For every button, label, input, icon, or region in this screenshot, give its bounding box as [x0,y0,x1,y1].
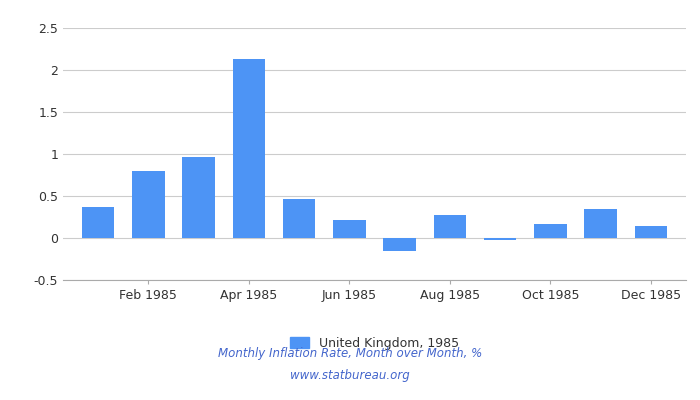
Bar [333,220,365,238]
Bar [634,226,667,238]
Bar [484,238,517,240]
Bar [283,198,316,238]
Bar [384,238,416,250]
Bar [584,209,617,238]
Bar [232,59,265,238]
Legend: United Kingdom, 1985: United Kingdom, 1985 [285,332,464,355]
Bar [433,215,466,238]
Bar [82,207,115,238]
Bar [132,171,164,238]
Bar [182,157,215,238]
Text: www.statbureau.org: www.statbureau.org [290,370,410,382]
Bar [534,224,567,238]
Text: Monthly Inflation Rate, Month over Month, %: Monthly Inflation Rate, Month over Month… [218,348,482,360]
